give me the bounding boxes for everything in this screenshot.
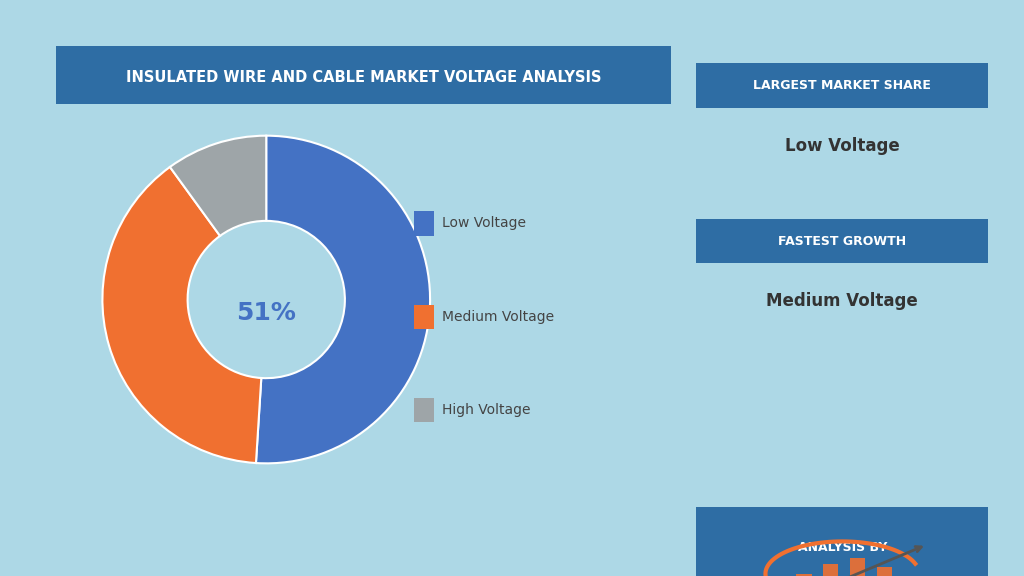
Wedge shape	[102, 167, 261, 463]
Bar	[823, 564, 839, 576]
FancyBboxPatch shape	[56, 46, 671, 104]
Bar	[414, 211, 434, 236]
Bar	[877, 567, 892, 576]
Text: Medium Voltage: Medium Voltage	[442, 310, 554, 324]
Bar	[414, 398, 434, 422]
FancyBboxPatch shape	[696, 219, 988, 263]
Bar	[797, 574, 811, 576]
Bar	[414, 305, 434, 329]
Bar	[850, 558, 865, 576]
Text: Low Voltage: Low Voltage	[442, 217, 526, 230]
FancyBboxPatch shape	[696, 507, 988, 576]
Text: ANALYSIS BY: ANALYSIS BY	[798, 541, 887, 554]
Text: INSULATED WIRE AND CABLE MARKET VOLTAGE ANALYSIS: INSULATED WIRE AND CABLE MARKET VOLTAGE …	[126, 70, 601, 85]
Text: Low Voltage: Low Voltage	[784, 137, 900, 155]
Text: FASTEST GROWTH: FASTEST GROWTH	[778, 234, 906, 248]
Wedge shape	[170, 136, 266, 236]
Text: 51%: 51%	[237, 301, 296, 325]
Wedge shape	[256, 136, 430, 463]
Text: LARGEST MARKET SHARE: LARGEST MARKET SHARE	[754, 79, 931, 92]
Text: Medium Voltage: Medium Voltage	[766, 292, 919, 310]
FancyBboxPatch shape	[696, 63, 988, 108]
Text: High Voltage: High Voltage	[442, 403, 530, 417]
